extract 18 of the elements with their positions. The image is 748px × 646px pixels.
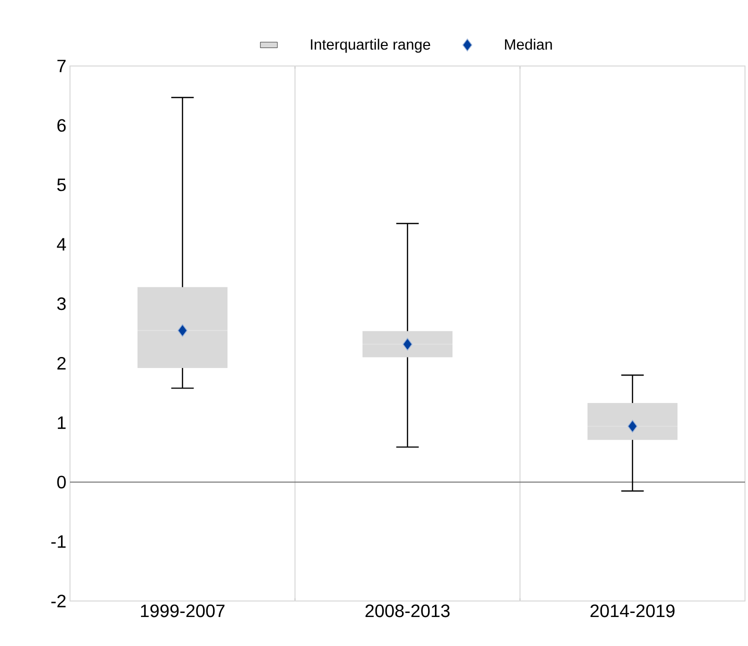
y-tick-label: -2 — [51, 594, 66, 608]
point — [402, 338, 412, 351]
x-tick-label: 1999-2007 — [140, 604, 224, 618]
y-tick-label: 5 — [57, 178, 66, 192]
y-tick-label: 2 — [57, 356, 66, 370]
y-tick-label: 0 — [57, 476, 66, 488]
point — [628, 420, 638, 433]
y-tick-label: 1 — [58, 416, 66, 429]
y-tick-label: 4 — [56, 238, 66, 251]
legend-label: Median — [505, 38, 552, 50]
y-tick-label: 6 — [57, 119, 66, 132]
x-tick-label: 2014-2019 — [590, 604, 675, 618]
x-tick-label: 2008-2013 — [366, 604, 450, 618]
point — [178, 324, 188, 337]
y-tick-label: -1 — [51, 535, 66, 548]
legend-label: Interquartile range — [310, 38, 430, 53]
y-tick-label: 3 — [57, 297, 66, 310]
y-tick-label: 7 — [57, 60, 66, 72]
